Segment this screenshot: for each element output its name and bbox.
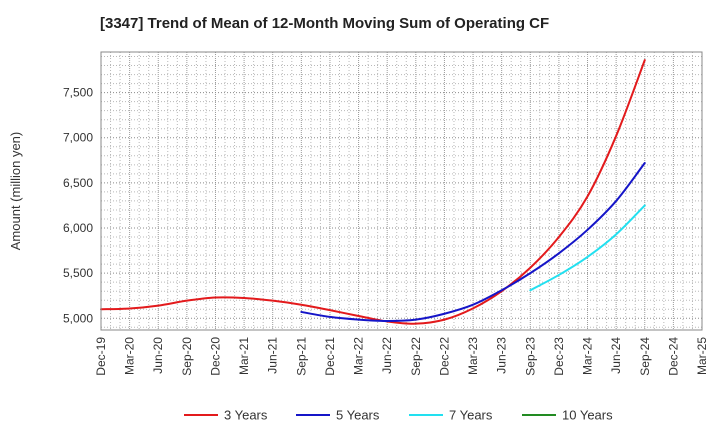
y-tick-label: 6,500	[63, 176, 93, 190]
x-tick-label: Dec-20	[208, 337, 222, 376]
x-tick-label: Mar-21	[237, 337, 251, 375]
grid-lines	[101, 52, 702, 330]
legend-label: 7 Years	[449, 408, 493, 423]
x-tick-label: Sep-21	[294, 337, 308, 376]
x-tick-label: Sep-22	[409, 337, 423, 376]
series-line-5-years	[300, 162, 646, 322]
x-tick-label: Jun-23	[495, 337, 509, 374]
plot-frame	[100, 51, 703, 331]
x-tick-label: Dec-19	[94, 337, 108, 376]
series-lines	[100, 59, 646, 325]
x-tick-label: Dec-21	[323, 337, 337, 376]
y-tick-label: 7,500	[63, 86, 93, 100]
legend-label: 5 Years	[336, 408, 380, 423]
y-tick-label: 6,000	[63, 221, 93, 235]
x-tick-label: Jun-22	[380, 337, 394, 374]
x-tick-label: Dec-24	[666, 337, 680, 376]
y-tick-label: 7,000	[63, 131, 93, 145]
legend-label: 10 Years	[562, 408, 613, 423]
x-tick-label: Jun-24	[609, 337, 623, 374]
x-tick-label: Mar-23	[466, 337, 480, 375]
y-tick-label: 5,500	[63, 266, 93, 280]
y-tick-label: 5,000	[63, 311, 93, 325]
x-tick-label: Mar-25	[695, 337, 709, 375]
x-tick-label: Jun-21	[266, 337, 280, 374]
legend-label: 3 Years	[224, 408, 268, 423]
x-tick-label: Mar-22	[352, 337, 366, 375]
x-tick-label: Dec-23	[552, 337, 566, 376]
legend: 3 Years 5 Years 7 Years 10 Years	[184, 408, 613, 423]
series-line-7-years	[529, 204, 646, 292]
y-axis-title: Amount (million yen)	[8, 132, 23, 251]
x-tick-label: Sep-23	[523, 337, 537, 376]
x-axis-ticks: Dec-19 Mar-20 Jun-20 Sep-20 Dec-20 Mar-21 Jun-…	[94, 337, 709, 376]
plot-area	[101, 52, 702, 330]
x-tick-label: Jun-20	[151, 337, 165, 374]
chart-title: [3347] Trend of Mean of 12-Month Moving …	[100, 15, 550, 32]
y-axis-ticks: 5,000 5,500 6,000 6,500 7,000 7,500	[63, 86, 93, 326]
x-tick-label: Mar-24	[581, 337, 595, 375]
x-tick-label: Mar-20	[123, 337, 137, 375]
x-tick-label: Sep-20	[180, 337, 194, 376]
x-tick-label: Sep-24	[638, 337, 652, 376]
x-tick-label: Dec-22	[437, 337, 451, 376]
